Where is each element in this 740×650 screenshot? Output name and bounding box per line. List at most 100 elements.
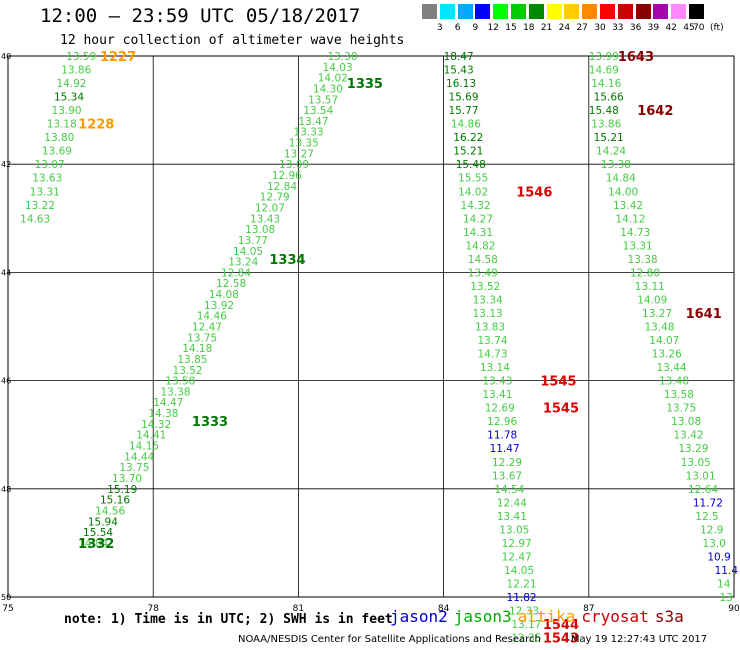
time-label: 1546 [516, 185, 552, 200]
legend-swatch [582, 4, 598, 19]
swh-value: 13.42 [613, 200, 643, 212]
swh-value: 13.34 [473, 294, 503, 306]
footer-timestamp: May 19 12:27:43 UTC 2017 [570, 634, 708, 645]
swh-value: 15.16 [100, 495, 130, 507]
swh-value: 13.75 [119, 462, 149, 474]
swh-value: 12.84 [267, 181, 297, 193]
swh-value: 14.24 [596, 146, 626, 158]
swh-value: 14.32 [461, 200, 491, 212]
y-tick-label: 50 [1, 593, 11, 602]
x-tick-label: 84 [438, 604, 450, 614]
swh-value: 14.84 [78, 538, 108, 550]
swh-value: 12.47 [502, 551, 532, 563]
time-label: 1545 [543, 402, 579, 417]
swh-value: 13.75 [187, 332, 217, 344]
swh-value: 13.63 [32, 173, 62, 185]
legend-swatch [457, 4, 473, 19]
swh-value: 14.86 [451, 119, 481, 131]
time-label: 1334 [269, 253, 305, 268]
swh-value: 13.52 [470, 281, 500, 293]
swh-value: 15.77 [448, 105, 478, 117]
legend-label: 45 [683, 23, 695, 33]
swh-value: 13.26 [652, 349, 682, 361]
time-label: 1227 [100, 50, 136, 65]
swh-value: 13.08 [671, 416, 701, 428]
swh-value: 14.69 [589, 65, 619, 77]
swh-value: 14.12 [615, 213, 645, 225]
swh-value: 13.0 [703, 538, 726, 550]
swh-value: 11.47 [490, 443, 520, 455]
satellite-jason3: jason3 [453, 607, 512, 626]
swh-value: 13.33 [294, 127, 324, 139]
swh-value: 13.83 [475, 322, 505, 334]
swh-value: 13.58 [664, 389, 694, 401]
swh-value: 13.24 [228, 257, 258, 269]
time-label: 1642 [637, 104, 673, 119]
swh-value: 13.59 [66, 51, 96, 63]
satellite-legend: jason2 jason3 altika cryosat s3a [390, 607, 690, 626]
swh-value: 13.90 [52, 105, 82, 117]
swh-value: 13.14 [480, 362, 510, 374]
swh-value: 14.54 [494, 484, 524, 496]
swh-value: 14.05 [233, 246, 263, 258]
swh-value: 13.38 [160, 386, 190, 398]
swh-value: 13.58 [165, 376, 195, 388]
swh-value: 13.35 [289, 138, 319, 150]
legend-swatch [511, 4, 526, 19]
swh-value: 13.43 [250, 213, 280, 225]
swh-value: 13.30 [327, 51, 357, 63]
legend-label: 3 [436, 23, 443, 33]
swh-value: 13.69 [42, 146, 72, 158]
swh-value: 13.05 [499, 524, 529, 536]
legend-label: 15 [505, 23, 517, 33]
swh-value: 15.21 [453, 146, 483, 158]
swh-value: 14.18 [182, 343, 212, 355]
swh-value: 10.9 [707, 551, 730, 563]
time-label: 1544 [543, 618, 579, 633]
swh-value: 12.97 [502, 538, 532, 550]
swh-value: 13.05 [681, 457, 711, 469]
legend-swatch [528, 4, 544, 19]
swh-value: 14.05 [504, 565, 534, 577]
swh-value: 15.94 [88, 516, 118, 528]
swh-value: 14.92 [56, 78, 86, 90]
swh-value: 14.47 [153, 397, 183, 409]
legend-label: 12 [487, 23, 499, 33]
swh-value: 13.70 [112, 473, 142, 485]
time-label: 1332 [78, 537, 114, 552]
swh-value: 12.07 [255, 202, 285, 214]
swh-value: 14.15 [129, 441, 159, 453]
swh-value: 13.86 [591, 119, 621, 131]
swh-value: 12.80 [630, 267, 660, 279]
swh-value: 12.5 [695, 511, 718, 523]
swh-value: 13.86 [61, 65, 91, 77]
swh-value: 14.00 [608, 186, 638, 198]
swh-value: 15.48 [456, 159, 486, 171]
legend-swatch [564, 4, 580, 19]
legend-swatch [689, 4, 704, 19]
swh-value: 14.16 [591, 78, 621, 90]
legend-swatch [475, 4, 491, 19]
swh-value: 13.75 [666, 403, 696, 415]
footer-credit: NOAA/NESDIS Center for Satellite Applica… [238, 634, 541, 645]
swh-value: 13.27 [284, 148, 314, 160]
swh-value: 11.4 [715, 565, 739, 577]
swh-value: 15.69 [448, 92, 478, 104]
swh-value: 13.57 [308, 94, 338, 106]
swh-value: 16.13 [446, 78, 476, 90]
swh-value: 12.35 [511, 633, 541, 645]
y-tick-label: 42 [1, 160, 11, 169]
swh-value: 13.67 [492, 470, 522, 482]
swh-value: 13.85 [177, 354, 207, 366]
swh-value: 13.44 [657, 362, 687, 374]
swh-value: 12.96 [272, 170, 302, 182]
swh-value: 15.19 [107, 484, 137, 496]
swh-value: 14.09 [637, 294, 667, 306]
satellite-s3a: s3a [654, 607, 684, 626]
x-tick-label: 75 [2, 604, 13, 614]
legend-label: 39 [647, 23, 660, 33]
swh-value: 14.31 [463, 227, 493, 239]
time-label: 1641 [686, 307, 722, 322]
time-label: 1545 [540, 375, 576, 390]
swh-value: 13.49 [468, 267, 498, 279]
